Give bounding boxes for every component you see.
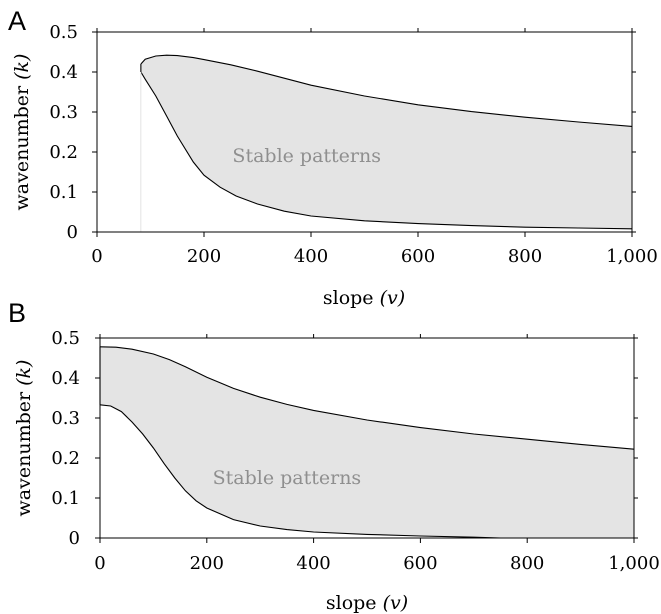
x-tick-label: 0	[94, 553, 105, 574]
x-tick-label: 1,000	[606, 246, 658, 267]
x-tick-label: 800	[510, 553, 544, 574]
upper-boundary-line	[140, 54, 633, 127]
stable-region	[140, 55, 632, 229]
upper-boundary-line	[99, 346, 635, 450]
panel-letter: A	[8, 6, 26, 36]
x-axis-label: slope (v)	[326, 592, 408, 614]
y-tick-label: 0.4	[51, 368, 80, 389]
x-axis-label-text: slope	[323, 287, 374, 309]
x-tick-label: 600	[403, 553, 437, 574]
region-annotation: Stable patterns	[213, 467, 362, 489]
x-axis-label: slope (v)	[323, 287, 405, 309]
panel-b: 0 200 400 600 800 1,000 0 0.1 0.2 0.3 0.4 0.5 slope (…	[8, 298, 660, 614]
y-tick-label: 0	[67, 222, 78, 243]
panel-a: 0 200 400 600 800 1,000 0 0.1 0.2 0.3 0.4 0.5 slope (…	[8, 6, 658, 309]
x-tick-label: 200	[190, 553, 224, 574]
y-tick-label: 0.2	[51, 448, 80, 469]
x-axis-variable: (v)	[383, 592, 409, 614]
x-tick-label: 800	[508, 246, 542, 267]
y-axis-label: wavenumber (k)	[13, 360, 35, 517]
y-axis-label: wavenumber (k)	[11, 54, 33, 211]
y-tick-label: 0.4	[49, 62, 78, 83]
y-axis-variable: (k)	[11, 54, 33, 80]
stable-region	[100, 346, 634, 538]
lower-boundary-line	[99, 404, 501, 539]
y-axis-label-text: wavenumber	[13, 391, 35, 516]
y-tick-label: 0.5	[49, 22, 78, 43]
y-tick-label: 0.2	[49, 142, 78, 163]
y-tick-label: 0.3	[51, 408, 80, 429]
region-annotation: Stable patterns	[232, 145, 381, 167]
x-tick-label: 400	[296, 553, 330, 574]
x-tick-label: 400	[294, 246, 328, 267]
x-axis-variable: (v)	[380, 287, 406, 309]
x-tick-label: 1,000	[608, 553, 660, 574]
y-tick-label: 0	[69, 528, 80, 549]
plot-frame	[96, 31, 633, 233]
x-axis-label-text: slope	[326, 592, 377, 614]
y-tick-label: 0.1	[51, 488, 80, 509]
y-tick-label: 0.1	[49, 182, 78, 203]
y-axis-label-text: wavenumber	[11, 85, 33, 210]
y-tick-label: 0.3	[49, 102, 78, 123]
x-tick-label: 200	[187, 246, 221, 267]
panel-letter: B	[8, 298, 26, 328]
y-tick-label: 0.5	[51, 328, 80, 349]
y-axis-variable: (k)	[13, 360, 35, 386]
x-tick-label: 0	[91, 246, 102, 267]
lower-boundary-line	[140, 71, 633, 230]
x-tick-label: 600	[401, 246, 435, 267]
plot-frame	[99, 337, 635, 539]
